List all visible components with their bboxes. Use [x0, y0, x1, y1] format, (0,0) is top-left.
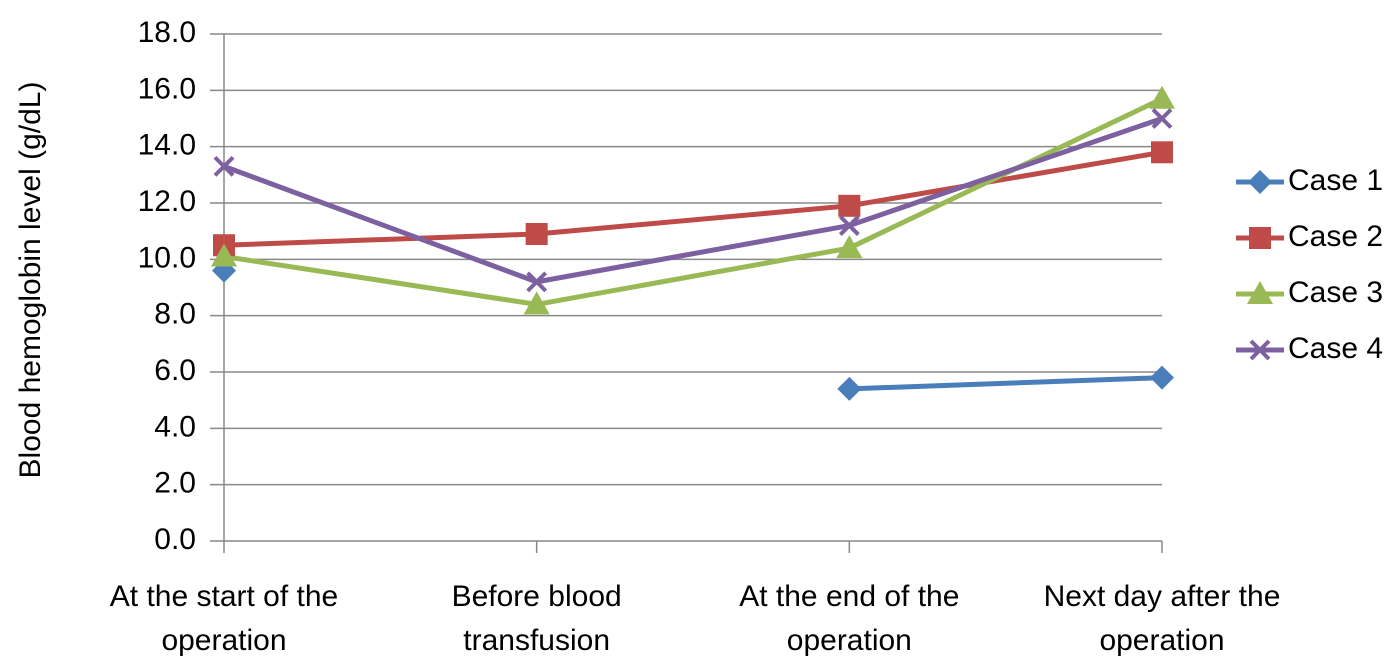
legend-marker: [1248, 170, 1272, 194]
y-axis-label: Blood hemoglobin level (g/dL): [14, 82, 47, 479]
marker: [525, 222, 548, 245]
y-tick-label: 4.0: [154, 410, 196, 443]
marker: [838, 215, 860, 236]
marker: [1151, 108, 1173, 129]
y-tick-label: 10.0: [138, 241, 196, 274]
legend-marker: [1249, 227, 1271, 249]
y-tick-label: 8.0: [154, 298, 196, 331]
series-line: [223, 116, 1163, 285]
marker: [836, 235, 863, 259]
y-tick-label: 6.0: [154, 354, 196, 387]
series-line: [223, 149, 1163, 248]
y-tick-label: 2.0: [154, 467, 196, 500]
series-line: [849, 375, 1163, 392]
marker: [523, 291, 550, 315]
legend-label: Case 4: [1288, 332, 1383, 365]
marker: [213, 155, 235, 177]
x-tick-label: At the start of the operation: [109, 580, 339, 657]
marker: [837, 376, 862, 401]
x-tick-label: At the end of the operation: [739, 580, 960, 657]
y-tick-label: 18.0: [138, 16, 196, 49]
x-tick-label: Before blood transfusion: [451, 580, 622, 657]
y-tick-label: 12.0: [138, 185, 196, 218]
marker: [1151, 141, 1173, 164]
legend-marker: [1247, 281, 1273, 304]
marker: [1149, 85, 1175, 109]
legend-label: Case 1: [1288, 164, 1383, 197]
marker: [526, 271, 548, 293]
legend-label: Case 2: [1288, 220, 1383, 253]
legend-marker: [1249, 339, 1271, 361]
series-line: [223, 96, 1164, 307]
legend-label: Case 3: [1288, 276, 1383, 309]
marker: [1150, 365, 1174, 390]
y-tick-label: 14.0: [138, 129, 196, 162]
marker: [211, 243, 237, 267]
y-tick-label: 16.0: [138, 72, 196, 105]
marker: [838, 194, 861, 217]
x-tick-label: Next day after the operation: [1043, 580, 1281, 657]
y-tick-label: 0.0: [154, 523, 196, 556]
